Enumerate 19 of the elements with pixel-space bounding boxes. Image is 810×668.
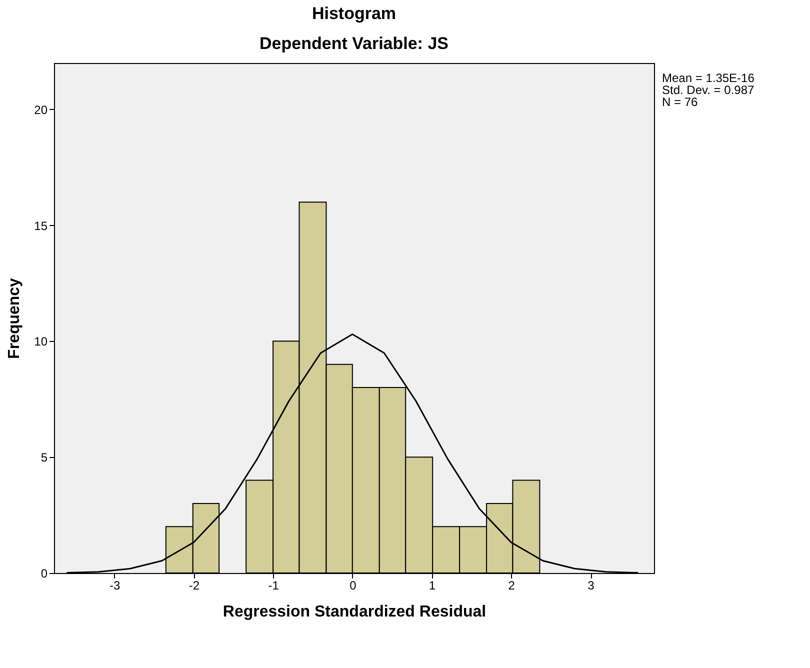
- chart-subtitle: Dependent Variable: JS: [260, 34, 448, 53]
- y-axis-title: Frequency: [6, 278, 24, 359]
- chart-title: Histogram: [312, 4, 396, 23]
- x-axis-title: Regression Standardized Residual: [222, 604, 486, 620]
- text: N = 76: [662, 95, 698, 109]
- y-tick-label: 10: [34, 334, 48, 349]
- x-tick-label: -1: [268, 578, 280, 592]
- x-tick-label: -2: [188, 578, 200, 592]
- text: Std. Dev. = 0.987: [662, 83, 754, 97]
- x-tick-label: 0: [350, 578, 357, 592]
- text: Mean = 1.35E-16: [662, 71, 755, 85]
- y-tick-label: 0: [40, 566, 48, 580]
- y-tick-label: 15: [34, 218, 48, 233]
- x-tick-label: 2: [508, 578, 516, 592]
- x-tick-label: -3: [109, 578, 120, 592]
- y-tick-label: 5: [40, 450, 48, 465]
- x-tick-label: 3: [588, 578, 595, 592]
- y-tick-label: 20: [34, 102, 48, 117]
- x-tick-label: 1: [428, 578, 436, 592]
